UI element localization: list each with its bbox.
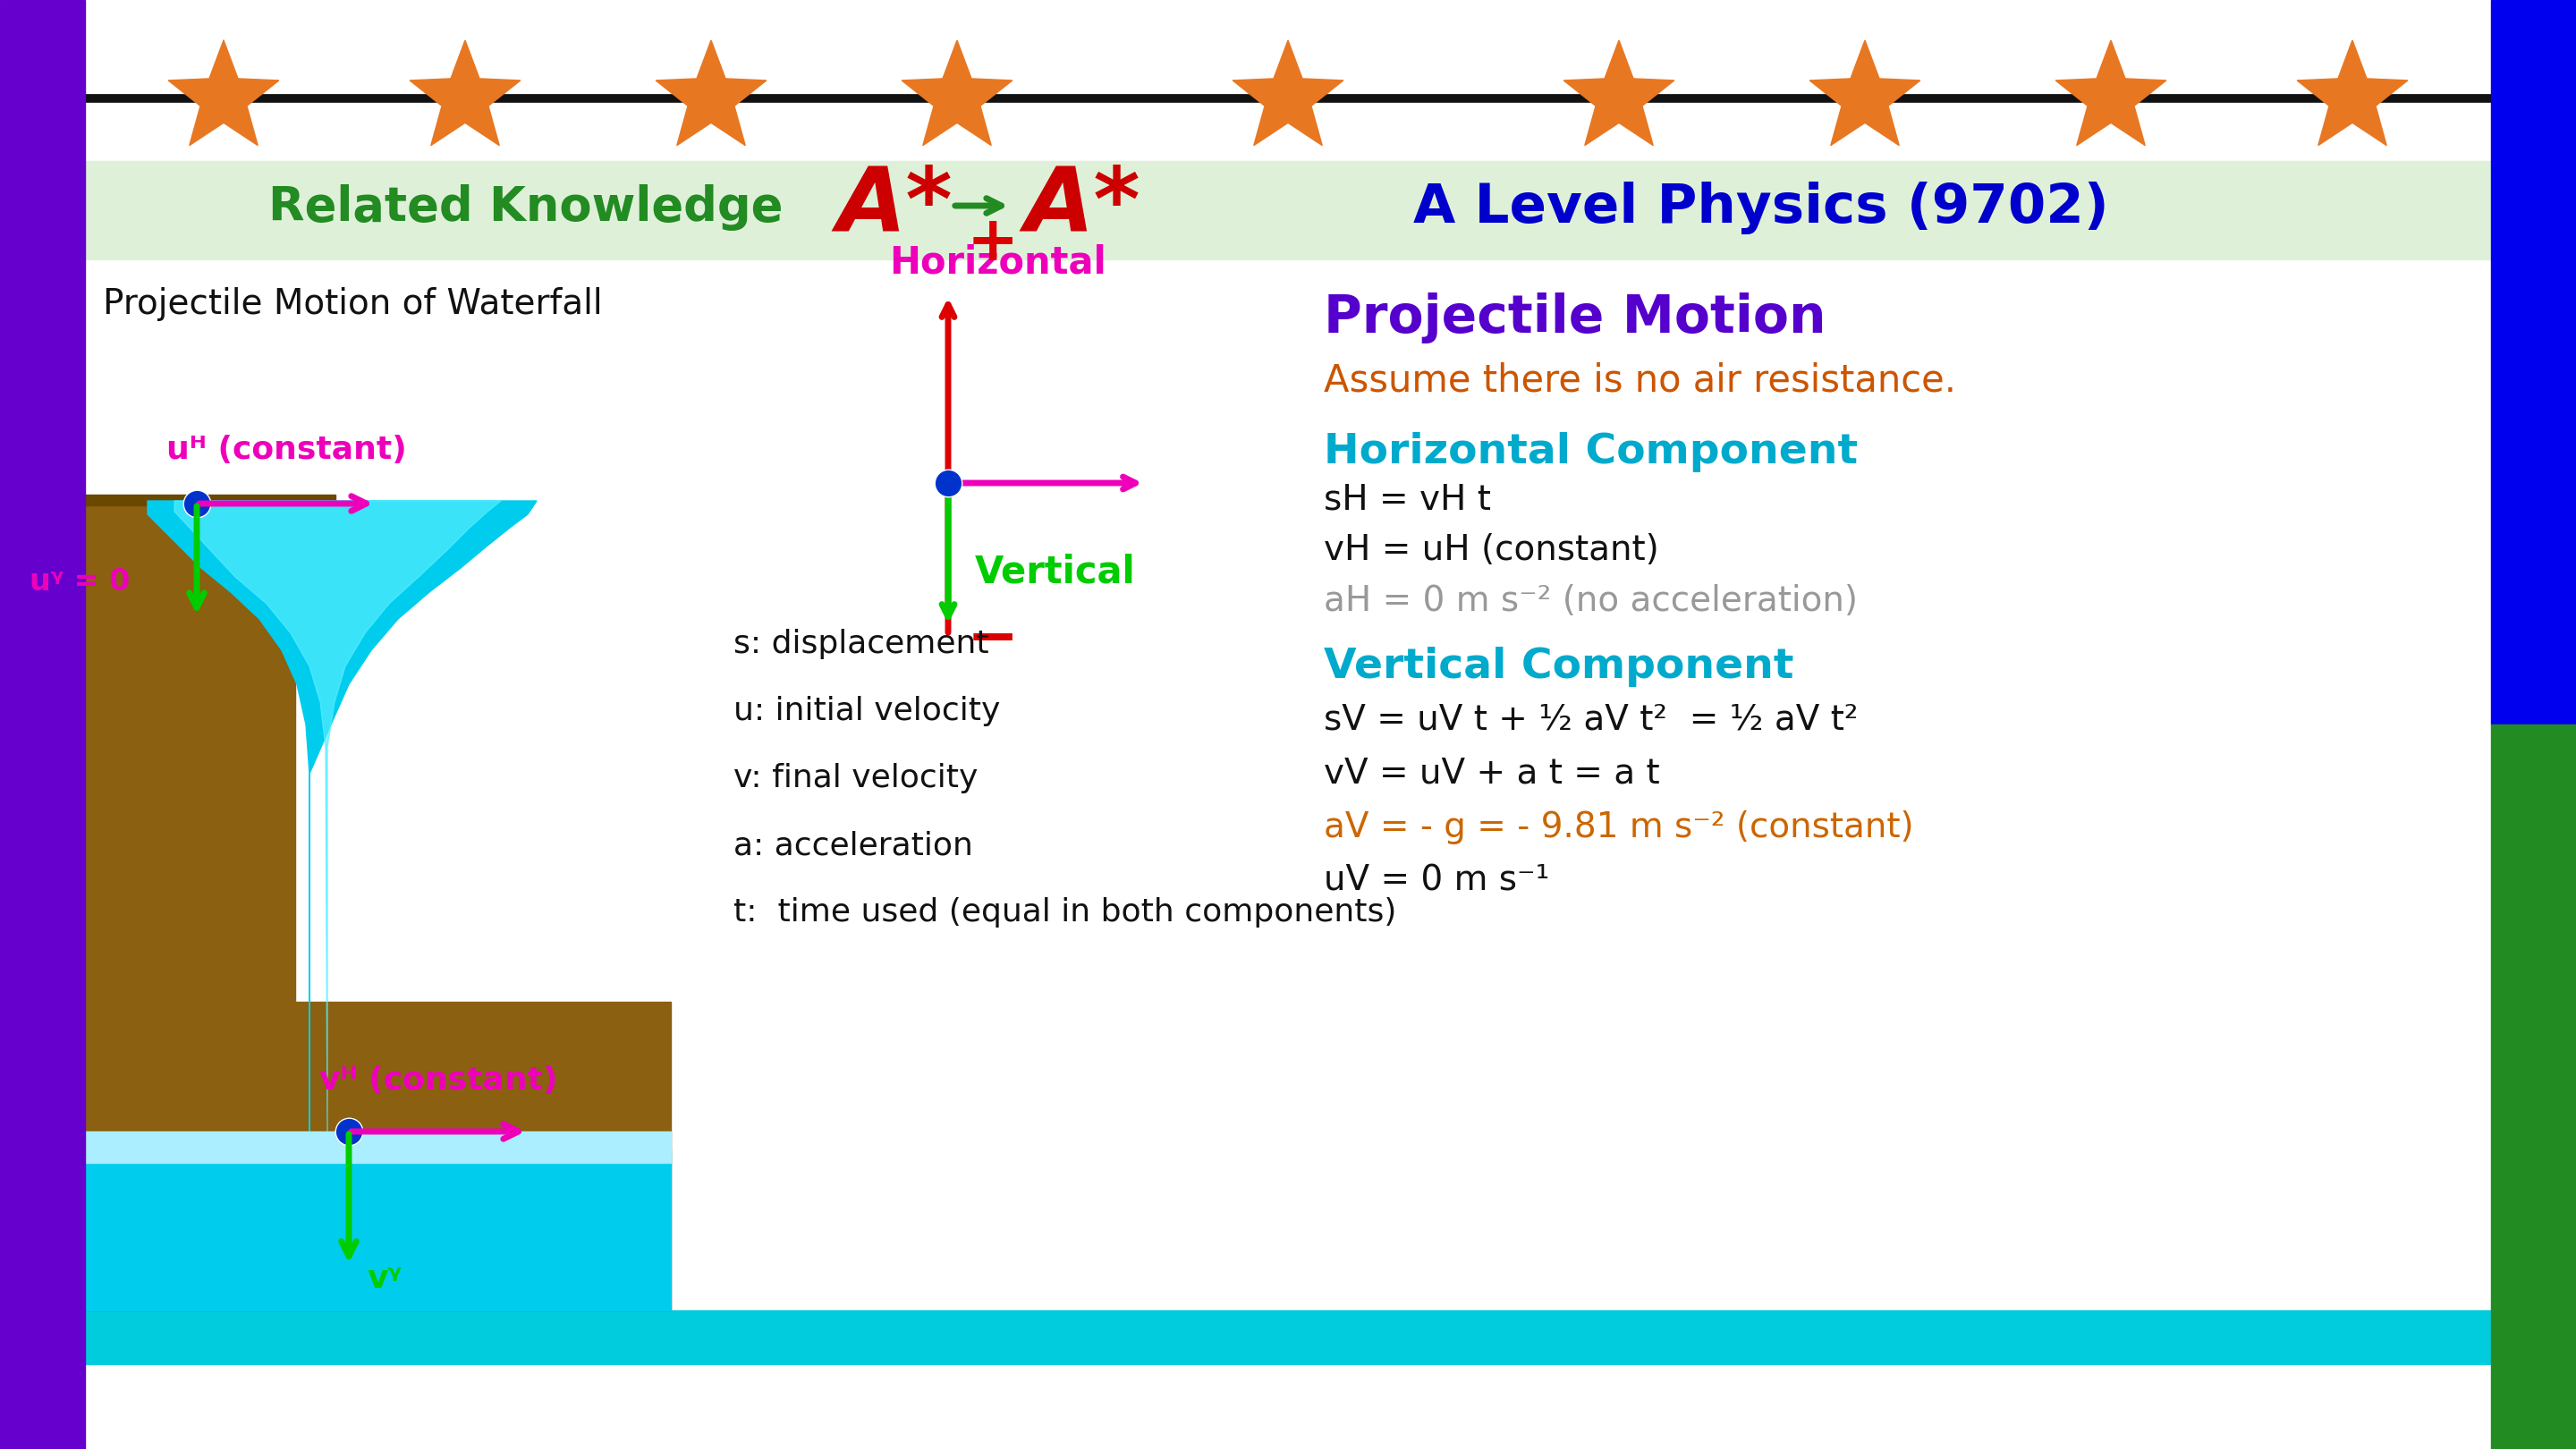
Text: vH = uH (constant): vH = uH (constant) bbox=[1324, 533, 1659, 567]
Text: Projectile Motion of Waterfall: Projectile Motion of Waterfall bbox=[103, 287, 603, 322]
Polygon shape bbox=[902, 41, 1012, 145]
Text: aV = - g = - 9.81 m s⁻² (constant): aV = - g = - 9.81 m s⁻² (constant) bbox=[1324, 810, 1914, 845]
Polygon shape bbox=[657, 41, 768, 145]
Text: s: displacement: s: displacement bbox=[734, 629, 989, 659]
Text: Horizontal Component: Horizontal Component bbox=[1324, 432, 1857, 472]
Bar bbox=[85, 259, 2491, 1364]
Text: A*: A* bbox=[1025, 162, 1141, 249]
Polygon shape bbox=[167, 41, 278, 145]
Text: vV = uV + a t = a t: vV = uV + a t = a t bbox=[1324, 756, 1659, 791]
Bar bbox=[85, 501, 296, 1310]
Text: −: − bbox=[966, 610, 1020, 669]
Bar bbox=[85, 1149, 670, 1310]
Bar bbox=[85, 161, 2491, 259]
Text: A*: A* bbox=[837, 162, 953, 249]
Polygon shape bbox=[147, 501, 536, 1132]
Polygon shape bbox=[410, 41, 520, 145]
Text: Vertical: Vertical bbox=[974, 554, 1136, 591]
Bar bbox=[85, 1132, 670, 1162]
Polygon shape bbox=[1234, 41, 1342, 145]
Bar bbox=[0, 0, 85, 1449]
Polygon shape bbox=[2298, 41, 2409, 145]
Polygon shape bbox=[175, 501, 500, 1132]
Text: t:  time used (equal in both components): t: time used (equal in both components) bbox=[734, 897, 1396, 927]
Text: aH = 0 m s⁻² (no acceleration): aH = 0 m s⁻² (no acceleration) bbox=[1324, 584, 1857, 619]
Text: sH = vH t: sH = vH t bbox=[1324, 483, 1492, 516]
Bar bbox=[85, 494, 335, 506]
Text: sV = uV t + ½ aV t²  = ½ aV t²: sV = uV t + ½ aV t² = ½ aV t² bbox=[1324, 703, 1857, 738]
Text: u: initial velocity: u: initial velocity bbox=[734, 696, 999, 726]
Text: Assume there is no air resistance.: Assume there is no air resistance. bbox=[1324, 361, 1955, 398]
Text: Related Knowledge: Related Knowledge bbox=[268, 184, 783, 230]
Bar bbox=[296, 1001, 670, 1310]
Bar bbox=[85, 1310, 2491, 1364]
Text: Vertical Component: Vertical Component bbox=[1324, 646, 1793, 687]
Text: vᴴ (constant): vᴴ (constant) bbox=[319, 1065, 556, 1095]
Text: uV = 0 m s⁻¹: uV = 0 m s⁻¹ bbox=[1324, 864, 1548, 898]
Polygon shape bbox=[1808, 41, 1919, 145]
Bar bbox=[2491, 0, 2576, 724]
Text: +: + bbox=[966, 213, 1020, 272]
Text: uᵞ = 0: uᵞ = 0 bbox=[28, 567, 129, 596]
Text: Projectile Motion: Projectile Motion bbox=[1324, 293, 1826, 343]
Text: vᵞ: vᵞ bbox=[366, 1264, 402, 1294]
Text: a: acceleration: a: acceleration bbox=[734, 830, 974, 861]
Text: A Level Physics (9702): A Level Physics (9702) bbox=[1414, 181, 2110, 233]
Polygon shape bbox=[1564, 41, 1674, 145]
Text: Horizontal: Horizontal bbox=[889, 245, 1105, 281]
Bar bbox=[2491, 724, 2576, 1449]
Text: v: final velocity: v: final velocity bbox=[734, 764, 979, 794]
Polygon shape bbox=[2056, 41, 2166, 145]
Text: uᴴ (constant): uᴴ (constant) bbox=[165, 435, 407, 465]
